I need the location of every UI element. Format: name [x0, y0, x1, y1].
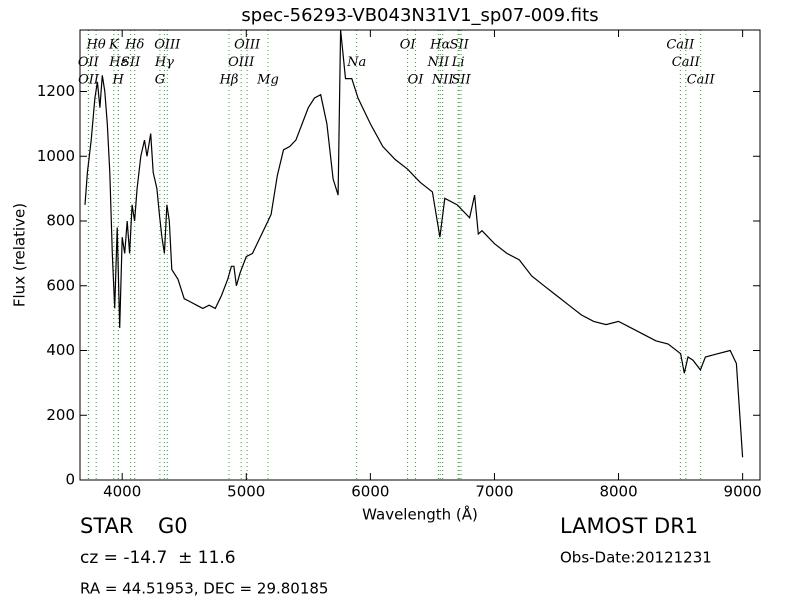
x-tick-label: 8000	[599, 483, 637, 501]
spectral-line-label: OIII	[228, 55, 255, 70]
spectral-line-label: CaII	[672, 55, 701, 70]
spectral-line-label: Hδ	[124, 38, 144, 53]
spectral-line-label: Hα	[429, 38, 450, 53]
y-axis-label: Flux (relative)	[11, 203, 29, 307]
spectral-line-label: OIII	[154, 38, 181, 53]
plot-frame	[79, 29, 761, 481]
spectral-line-label: NII	[427, 55, 451, 70]
coordinates: RA = 44.51953, DEC = 29.80185	[80, 580, 328, 598]
x-tick-label: 6000	[351, 483, 389, 501]
spectral-line-label: OI	[400, 38, 417, 53]
y-tick-label: 800	[46, 212, 75, 230]
spectral-line-label: CaII	[687, 73, 716, 88]
spectral-line-label: SII	[451, 73, 471, 88]
spectral-line-label: OIII	[234, 38, 261, 53]
spectral-line-label: OI	[408, 73, 425, 88]
spectral-line-label: Na	[346, 55, 366, 70]
y-tick-label: 200	[46, 406, 75, 424]
survey: LAMOST DR1	[560, 514, 698, 538]
spectral-line-label: Hγ	[154, 55, 174, 70]
y-tick-label: 1000	[37, 147, 75, 165]
x-tick-label: 9000	[724, 483, 762, 501]
spectral-line-label: K	[108, 38, 120, 53]
x-axis-label: Wavelength (Å)	[362, 505, 478, 524]
x-tick-label: 5000	[227, 483, 265, 501]
spectral-line-label: Li	[451, 55, 465, 70]
x-tick-label: 4000	[103, 483, 141, 501]
chart-title: spec-56293-VB043N31V1_sp07-009.fits	[241, 5, 598, 26]
spectral-line-label: SII	[121, 55, 141, 70]
spectral-line-label: NII	[431, 73, 455, 88]
spectral-line-label: Hθ	[86, 38, 106, 53]
spectral-line-label: OII	[78, 73, 100, 88]
redshift: cz = -14.7 ± 11.6	[80, 548, 236, 568]
y-tick-label: 1200	[37, 82, 75, 100]
spectral-line-label: Mg	[256, 73, 279, 88]
y-tick-label: 600	[46, 276, 75, 294]
x-tick-label: 7000	[475, 483, 513, 501]
spectral-line-label: G	[155, 73, 165, 88]
spectral-line-label: SII	[450, 38, 470, 53]
spectral-line-label: CaII	[666, 38, 695, 53]
y-tick-label: 400	[46, 341, 75, 359]
spectral-line-label: Hβ	[219, 73, 239, 88]
spectral-line-label: H	[112, 73, 125, 88]
y-tick-label: 0	[65, 471, 75, 489]
obs-date: Obs-Date:20121231	[560, 549, 712, 567]
spectrum-line	[84, 29, 744, 458]
class: STAR	[80, 514, 133, 538]
subclass: G0	[158, 514, 188, 538]
